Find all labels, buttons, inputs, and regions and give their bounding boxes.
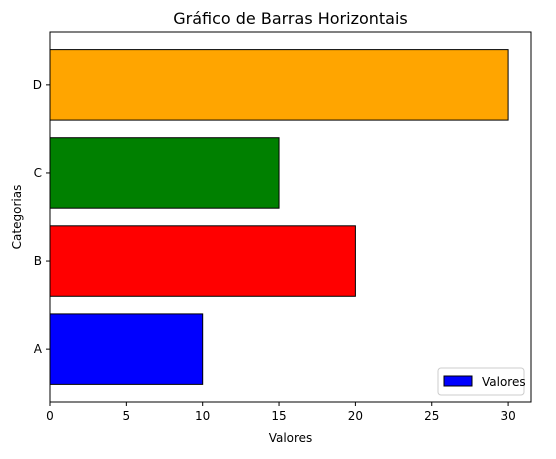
bar-d [50, 50, 508, 120]
bar-c [50, 138, 279, 208]
x-tick-label-25: 25 [424, 409, 439, 423]
x-axis-label: Valores [269, 431, 313, 445]
chart-title: Gráfico de Barras Horizontais [173, 9, 408, 28]
x-ticks: 0 5 10 15 20 25 30 [46, 402, 516, 423]
y-tick-label-b: B [34, 254, 42, 268]
y-ticks: A B C D [33, 78, 50, 356]
x-tick-label-15: 15 [271, 409, 286, 423]
x-tick-label-30: 30 [500, 409, 515, 423]
y-tick-label-a: A [34, 342, 43, 356]
y-tick-label-c: C [34, 166, 42, 180]
legend-swatch-valores [444, 376, 472, 386]
x-tick-label-0: 0 [46, 409, 54, 423]
bar-b [50, 226, 355, 296]
x-tick-label-20: 20 [348, 409, 363, 423]
bars-layer [50, 50, 508, 385]
x-tick-label-5: 5 [123, 409, 131, 423]
y-axis-label: Categorias [10, 185, 24, 250]
bar-a [50, 314, 203, 384]
y-tick-label-d: D [33, 78, 42, 92]
x-tick-label-10: 10 [195, 409, 210, 423]
legend: Valores [438, 368, 526, 395]
legend-label-valores: Valores [482, 375, 526, 389]
